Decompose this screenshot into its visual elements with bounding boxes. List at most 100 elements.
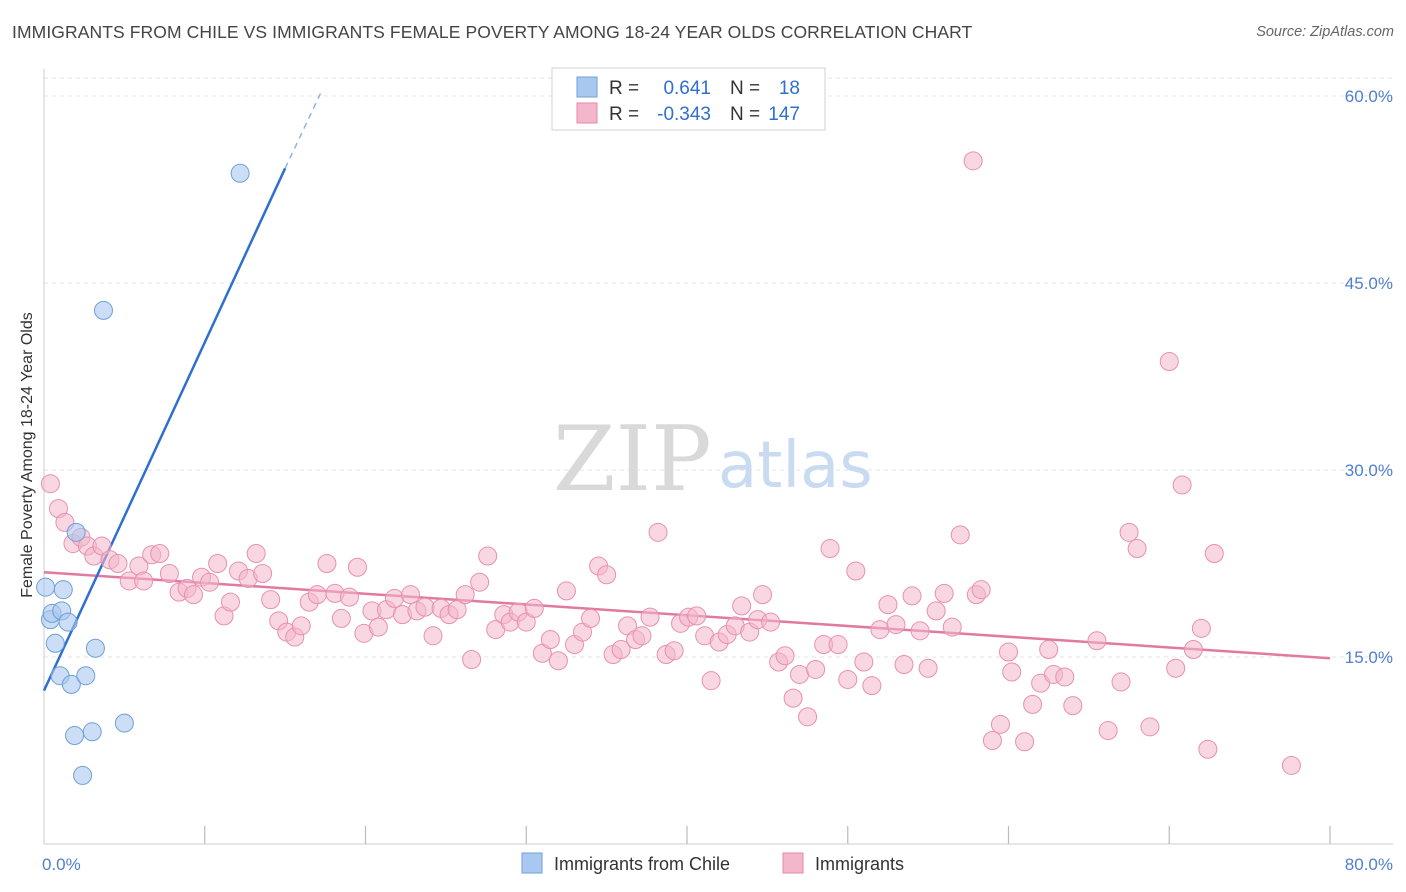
immigrants-point: [159, 563, 179, 583]
chile-point: [114, 713, 134, 733]
legend-r-value-immigrants: -0.343: [657, 104, 711, 125]
y-tick-label: 60.0%: [1345, 87, 1393, 106]
immigrants-point: [934, 583, 954, 603]
immigrants-point: [1111, 672, 1131, 692]
immigrants-point: [208, 554, 228, 573]
immigrants-point: [183, 585, 203, 605]
immigrants-point: [990, 714, 1010, 734]
immigrants-point: [307, 585, 327, 605]
immigrants-point: [581, 608, 601, 628]
immigrants-point: [886, 615, 906, 635]
immigrants-point: [347, 557, 367, 577]
immigrants-point: [1015, 732, 1035, 752]
immigrants-point: [1204, 544, 1224, 564]
x-axis-ticks: [204, 826, 1331, 844]
immigrants-point: [611, 640, 631, 660]
immigrants-point: [862, 676, 882, 696]
y-axis-label: Female Poverty Among 18-24 Year Olds: [19, 312, 36, 598]
immigrants-point: [828, 635, 848, 655]
watermark: ZIP atlas: [553, 407, 873, 512]
y-tick-labels: 15.0% 30.0% 45.0% 60.0%: [1345, 87, 1393, 667]
immigrants-point: [200, 572, 220, 592]
immigrants-point: [1183, 640, 1203, 660]
immigrants-point: [870, 620, 890, 640]
immigrants-point: [798, 707, 818, 727]
immigrants-point: [942, 617, 962, 637]
watermark-zip: ZIP: [553, 407, 712, 512]
bottom-legend-label-immigrants: Immigrants: [815, 854, 904, 874]
top-legend: R = 0.641 N = 18 R = -0.343 N = 147: [551, 67, 826, 131]
immigrants-point: [368, 617, 388, 637]
immigrants-point: [1172, 475, 1192, 495]
chile-point: [36, 577, 56, 597]
y-tick-label: 15.0%: [1345, 648, 1393, 667]
immigrants-point: [1055, 667, 1075, 687]
bottom-legend-swatch-chile: [521, 852, 543, 874]
x-tick-label-max: 80.0%: [1345, 855, 1393, 874]
legend-r-value-chile: 0.641: [663, 78, 711, 99]
bottom-legend: Immigrants from Chile Immigrants: [521, 852, 904, 874]
immigrants-point: [556, 581, 576, 601]
immigrants-point: [524, 598, 544, 618]
immigrants-point: [1119, 522, 1139, 542]
immigrants-point: [1039, 640, 1059, 660]
immigrants-point: [648, 522, 668, 542]
immigrants-point: [761, 612, 781, 632]
immigrants-point: [999, 642, 1018, 662]
immigrants-point: [894, 654, 914, 674]
immigrants-point: [982, 731, 1002, 751]
chart-title: IMMIGRANTS FROM CHILE VS IMMIGRANTS FEMA…: [12, 22, 973, 42]
immigrants-point: [926, 601, 946, 621]
immigrants-point: [971, 580, 991, 600]
immigrants-point: [540, 630, 560, 650]
legend-n-value-immigrants: 147: [768, 104, 800, 125]
immigrants-point: [415, 597, 435, 617]
immigrants-point: [854, 652, 874, 672]
immigrants-point: [401, 585, 421, 605]
immigrants-point: [1127, 539, 1147, 559]
chile-point: [230, 163, 250, 183]
immigrants-point: [1098, 721, 1118, 741]
immigrants-point: [1023, 694, 1043, 714]
legend-n-value-chile: 18: [779, 78, 800, 99]
legend-n-label-immigrants: N =: [730, 104, 760, 125]
immigrants-point: [838, 669, 858, 689]
immigrants-point: [339, 587, 359, 607]
immigrants-point: [455, 585, 475, 605]
immigrants-point: [134, 571, 154, 591]
immigrants-point: [423, 626, 443, 646]
immigrants-point: [950, 525, 970, 545]
immigrants-point: [1191, 618, 1211, 638]
immigrants-point: [40, 474, 60, 494]
immigrants-point: [1002, 662, 1022, 682]
immigrants-point: [775, 646, 795, 666]
immigrants-point: [878, 595, 898, 615]
immigrants-point: [701, 671, 721, 691]
immigrants-point: [108, 554, 128, 573]
axes: [43, 69, 1393, 845]
immigrants-point: [470, 572, 490, 592]
immigrants-point: [732, 596, 752, 616]
immigrants-point: [317, 554, 337, 573]
chile-point: [61, 674, 81, 694]
immigrants-point: [753, 585, 773, 605]
immigrants-point: [790, 664, 810, 684]
chile-point: [76, 666, 96, 686]
immigrants-point: [1063, 696, 1083, 716]
immigrants-point: [632, 626, 652, 646]
immigrants-point: [447, 600, 467, 620]
immigrants-point: [1198, 739, 1218, 759]
immigrants-point: [783, 688, 803, 708]
bottom-legend-swatch-immigrants: [782, 852, 804, 874]
immigrants-point: [687, 606, 707, 626]
chile-point: [85, 638, 105, 658]
legend-r-label-immigrants: R =: [609, 104, 639, 125]
immigrants-point: [640, 607, 660, 627]
immigrants-point: [820, 539, 840, 559]
chile-point: [82, 722, 102, 742]
legend-swatch-chile: [576, 76, 598, 98]
watermark-atlas: atlas: [718, 429, 873, 503]
chile-point: [65, 726, 85, 746]
immigrants-point: [462, 649, 482, 669]
